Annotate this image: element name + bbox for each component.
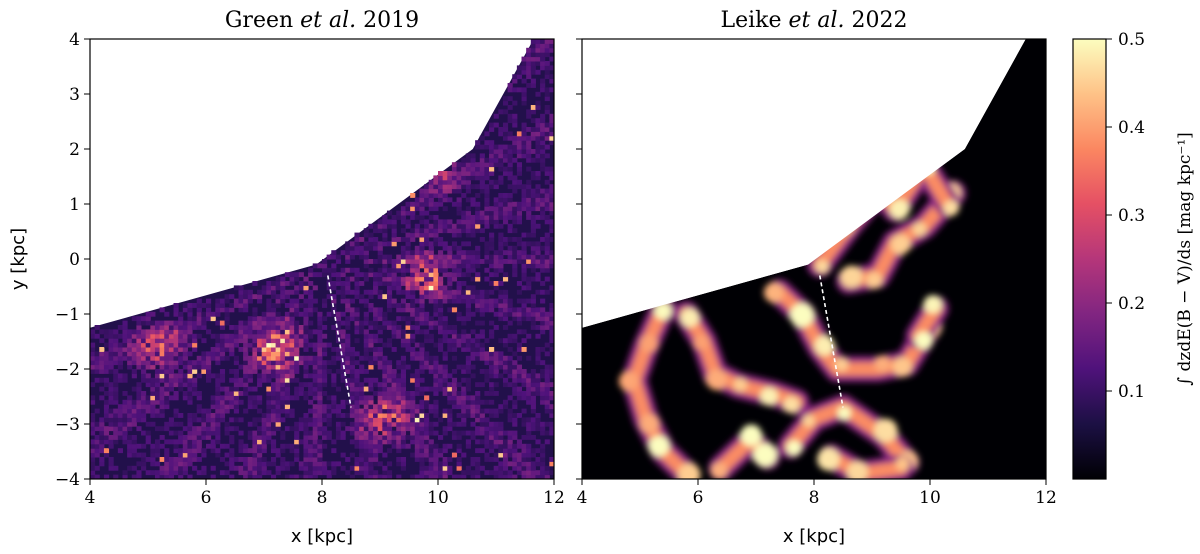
- filament-knot: [834, 357, 849, 372]
- filament-knot: [639, 334, 658, 353]
- colorbar-tick-label: 0.1: [1118, 382, 1145, 402]
- x-tick-label: 10: [919, 488, 941, 508]
- y-tick-label: 2: [69, 140, 80, 160]
- filament-knot: [711, 462, 728, 479]
- filament-knot: [817, 447, 840, 471]
- filament-knot: [654, 302, 672, 320]
- filament-knot: [802, 414, 815, 427]
- panel-right: Leike et al. 2022 4 6 8 10 12 x [kpc]: [576, 8, 1057, 547]
- colorbar-ticks: 0.1 0.2 0.3 0.4 0.5: [1106, 30, 1145, 402]
- panel-left-xlabel: x [kpc]: [291, 526, 353, 547]
- x-tick-label: 6: [693, 488, 704, 508]
- filament-knot: [873, 418, 898, 443]
- filament-knot: [733, 377, 748, 392]
- y-tick-label: 4: [69, 30, 80, 50]
- x-tick-label: 12: [543, 488, 565, 508]
- y-tick-label: −4: [55, 470, 80, 490]
- colorbar-tick-label: 0.4: [1118, 118, 1145, 138]
- filament-knot: [865, 271, 883, 289]
- filament-knot: [618, 371, 639, 392]
- uncovered-mask: [582, 39, 1046, 328]
- filament-knot: [923, 295, 942, 314]
- filament-knot: [914, 331, 933, 349]
- colorbar-frame: [1072, 38, 1107, 480]
- panel-right-y-axis: [576, 38, 582, 480]
- filament-knot: [753, 443, 777, 467]
- filament-knot: [874, 355, 891, 372]
- colorbar-fill: [1073, 39, 1106, 479]
- filament-knot: [648, 435, 670, 457]
- colorbar-label: ∫ dzdE(B − V)/ds [mag kpc⁻¹]: [1175, 132, 1195, 386]
- y-tick-label: −1: [55, 305, 80, 325]
- filament-knot: [680, 308, 700, 328]
- filament-knot: [639, 414, 660, 434]
- coverage-area: [582, 39, 1046, 479]
- filament-knot: [706, 369, 727, 391]
- filament-knot: [693, 334, 710, 351]
- x-tick-label: 12: [1035, 488, 1057, 508]
- filament-knot: [892, 357, 912, 377]
- filament-knot: [815, 259, 830, 274]
- colorbar: 0.1 0.2 0.3 0.4 0.5 ∫ dzdE(B − V)/ds [mag kp…: [1072, 30, 1195, 480]
- y-tick-label: 1: [69, 195, 80, 215]
- x-tick-label: 10: [427, 488, 449, 508]
- filament-knot: [912, 222, 927, 237]
- panel-left-y-axis: −4 −3 −2 −1 0 1 2 3 4: [55, 30, 90, 490]
- y-tick-label: −2: [55, 360, 80, 380]
- filament-knot: [786, 440, 802, 456]
- filament-knot: [790, 303, 814, 328]
- y-tick-label: −3: [55, 415, 80, 435]
- panel-left-x-axis: 4 6 8 10 12: [85, 479, 565, 508]
- filament-knot: [783, 396, 800, 413]
- filament-knot: [840, 265, 863, 288]
- noise-texture: [90, 39, 554, 479]
- heatmap-green-2019: [90, 39, 554, 479]
- filament-knot: [890, 234, 911, 255]
- dashed-line: [327, 275, 352, 408]
- x-tick-label: 6: [201, 488, 212, 508]
- filament-knot: [760, 387, 778, 406]
- panel-left: Green et al. 2019 4 6 8 10 12 −4−3−2−101234 …: [8, 8, 565, 547]
- dashed-line: [819, 275, 844, 408]
- filament-knot: [895, 456, 910, 471]
- filament-knot: [814, 335, 835, 356]
- heatmap-leike-2022: [582, 39, 1046, 479]
- x-tick-label: 4: [85, 488, 96, 508]
- colorbar-tick-label: 0.5: [1118, 30, 1145, 50]
- panel-left-title: Green et al. 2019: [225, 8, 419, 33]
- panel-right-x-axis: 4 6 8 10 12: [577, 479, 1057, 508]
- filament-knot: [740, 424, 762, 447]
- x-tick-label: 8: [317, 488, 328, 508]
- colorbar-tick-label: 0.3: [1118, 206, 1145, 226]
- panel-right-xlabel: x [kpc]: [783, 526, 845, 547]
- x-tick-label: 4: [577, 488, 588, 508]
- panel-right-title: Leike et al. 2022: [721, 8, 908, 33]
- filament-knot: [677, 463, 701, 479]
- filament-knot: [943, 200, 959, 216]
- y-tick-label: 0: [69, 250, 80, 270]
- filament-knot: [889, 199, 910, 220]
- colorbar-tick-label: 0.2: [1118, 294, 1145, 314]
- filament-knot: [837, 406, 851, 420]
- y-tick-label: 3: [69, 85, 80, 105]
- panel-left-ylabel: y [kpc]: [8, 228, 29, 290]
- x-tick-label: 8: [809, 488, 820, 508]
- filament-knot: [846, 461, 869, 479]
- filament-knot: [763, 282, 784, 303]
